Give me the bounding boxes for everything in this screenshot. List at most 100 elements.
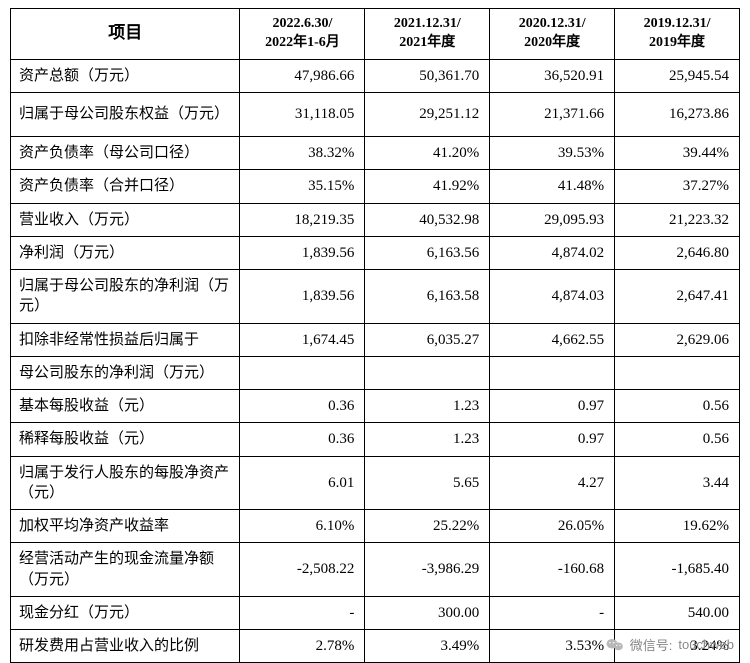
- row-label: 加权平均净资产收益率: [11, 510, 240, 543]
- value-cell: 19.62%: [615, 510, 740, 543]
- table-row: 归属于母公司股东权益（万元）31,118.0529,251.1221,371.6…: [11, 93, 740, 137]
- value-cell: -1,685.40: [615, 543, 740, 597]
- value-cell: 0.36: [240, 390, 365, 423]
- table-row: 营业收入（万元）18,219.3540,532.9829,095.9321,22…: [11, 203, 740, 236]
- table-row: 归属于母公司股东的净利润（万元）1,839.566,163.584,874.03…: [11, 270, 740, 324]
- value-cell: 5.65: [365, 456, 490, 510]
- row-label: 归属于母公司股东的净利润（万元）: [11, 270, 240, 324]
- value-cell: 25.22%: [365, 510, 490, 543]
- value-cell: 18,219.35: [240, 203, 365, 236]
- value-cell: 1,839.56: [240, 236, 365, 269]
- value-cell: 6,163.56: [365, 236, 490, 269]
- value-cell: [365, 356, 490, 389]
- row-label: 归属于发行人股东的每股净资产（元）: [11, 456, 240, 510]
- column-header-period-2021: 2021.12.31/2021年度: [365, 9, 490, 60]
- value-cell: [240, 356, 365, 389]
- value-cell: 4,874.02: [490, 236, 615, 269]
- row-label: 资产总额（万元）: [11, 59, 240, 92]
- value-cell: 3.53%: [490, 630, 615, 663]
- value-cell: 6,035.27: [365, 323, 490, 356]
- value-cell: 3.49%: [365, 630, 490, 663]
- table-row: 归属于发行人股东的每股净资产（元）6.015.654.273.44: [11, 456, 740, 510]
- row-label: 资产负债率（母公司口径）: [11, 137, 240, 170]
- row-label: 母公司股东的净利润（万元）: [11, 356, 240, 389]
- row-label: 归属于母公司股东权益（万元）: [11, 93, 240, 137]
- row-label: 稀释每股收益（元）: [11, 423, 240, 456]
- row-label: 基本每股收益（元）: [11, 390, 240, 423]
- value-cell: 16,273.86: [615, 93, 740, 137]
- value-cell: 0.56: [615, 390, 740, 423]
- watermark-footer: 微信号: touchweb: [606, 635, 734, 654]
- value-cell: 38.32%: [240, 137, 365, 170]
- table-row: 扣除非经常性损益后归属于1,674.456,035.274,662.552,62…: [11, 323, 740, 356]
- value-cell: 540.00: [615, 596, 740, 629]
- value-cell: 0.56: [615, 423, 740, 456]
- watermark-account: touchweb: [678, 637, 734, 652]
- value-cell: 0.97: [490, 390, 615, 423]
- row-label: 净利润（万元）: [11, 236, 240, 269]
- table-row: 基本每股收益（元）0.361.230.970.56: [11, 390, 740, 423]
- value-cell: 2,647.41: [615, 270, 740, 324]
- watermark-prefix: 微信号:: [630, 635, 673, 654]
- value-cell: 4,662.55: [490, 323, 615, 356]
- value-cell: 300.00: [365, 596, 490, 629]
- value-cell: 37.27%: [615, 170, 740, 203]
- table-row: 经营活动产生的现金流量净额（万元）-2,508.22-3,986.29-160.…: [11, 543, 740, 597]
- column-header-period-2022h1: 2022.6.30/2022年1-6月: [240, 9, 365, 60]
- row-label: 营业收入（万元）: [11, 203, 240, 236]
- value-cell: 0.36: [240, 423, 365, 456]
- table-row: 净利润（万元）1,839.566,163.564,874.022,646.80: [11, 236, 740, 269]
- column-header-period-2020: 2020.12.31/2020年度: [490, 9, 615, 60]
- column-header-item: 项目: [11, 9, 240, 60]
- table-header: 项目 2022.6.30/2022年1-6月 2021.12.31/2021年度…: [11, 9, 740, 60]
- row-label: 扣除非经常性损益后归属于: [11, 323, 240, 356]
- value-cell: -: [240, 596, 365, 629]
- value-cell: 1,839.56: [240, 270, 365, 324]
- value-cell: 41.48%: [490, 170, 615, 203]
- value-cell: -: [490, 596, 615, 629]
- value-cell: [615, 356, 740, 389]
- value-cell: 6.10%: [240, 510, 365, 543]
- value-cell: 1,674.45: [240, 323, 365, 356]
- row-label: 现金分红（万元）: [11, 596, 240, 629]
- row-label: 经营活动产生的现金流量净额（万元）: [11, 543, 240, 597]
- row-label: 资产负债率（合并口径）: [11, 170, 240, 203]
- value-cell: 47,986.66: [240, 59, 365, 92]
- value-cell: 2,629.06: [615, 323, 740, 356]
- column-header-period-2019: 2019.12.31/2019年度: [615, 9, 740, 60]
- value-cell: 0.97: [490, 423, 615, 456]
- value-cell: -3,986.29: [365, 543, 490, 597]
- value-cell: 41.20%: [365, 137, 490, 170]
- value-cell: 39.44%: [615, 137, 740, 170]
- value-cell: 2,646.80: [615, 236, 740, 269]
- value-cell: -2,508.22: [240, 543, 365, 597]
- financial-table: 项目 2022.6.30/2022年1-6月 2021.12.31/2021年度…: [10, 8, 740, 663]
- value-cell: 6,163.58: [365, 270, 490, 324]
- wechat-icon: [606, 637, 624, 652]
- value-cell: [490, 356, 615, 389]
- table-row: 资产负债率（母公司口径）38.32%41.20%39.53%39.44%: [11, 137, 740, 170]
- value-cell: 39.53%: [490, 137, 615, 170]
- value-cell: 31,118.05: [240, 93, 365, 137]
- value-cell: 25,945.54: [615, 59, 740, 92]
- value-cell: 36,520.91: [490, 59, 615, 92]
- value-cell: 1.23: [365, 423, 490, 456]
- value-cell: 41.92%: [365, 170, 490, 203]
- value-cell: 4,874.03: [490, 270, 615, 324]
- value-cell: 6.01: [240, 456, 365, 510]
- value-cell: 40,532.98: [365, 203, 490, 236]
- table-row: 资产负债率（合并口径）35.15%41.92%41.48%37.27%: [11, 170, 740, 203]
- table-row: 稀释每股收益（元）0.361.230.970.56: [11, 423, 740, 456]
- value-cell: 3.44: [615, 456, 740, 510]
- table-row: 现金分红（万元）-300.00-540.00: [11, 596, 740, 629]
- table-row: 资产总额（万元）47,986.6650,361.7036,520.9125,94…: [11, 59, 740, 92]
- table-row: 母公司股东的净利润（万元）: [11, 356, 740, 389]
- value-cell: 2.78%: [240, 630, 365, 663]
- value-cell: 21,223.32: [615, 203, 740, 236]
- value-cell: 26.05%: [490, 510, 615, 543]
- value-cell: 4.27: [490, 456, 615, 510]
- value-cell: 21,371.66: [490, 93, 615, 137]
- value-cell: 29,095.93: [490, 203, 615, 236]
- value-cell: -160.68: [490, 543, 615, 597]
- table-row: 加权平均净资产收益率6.10%25.22%26.05%19.62%: [11, 510, 740, 543]
